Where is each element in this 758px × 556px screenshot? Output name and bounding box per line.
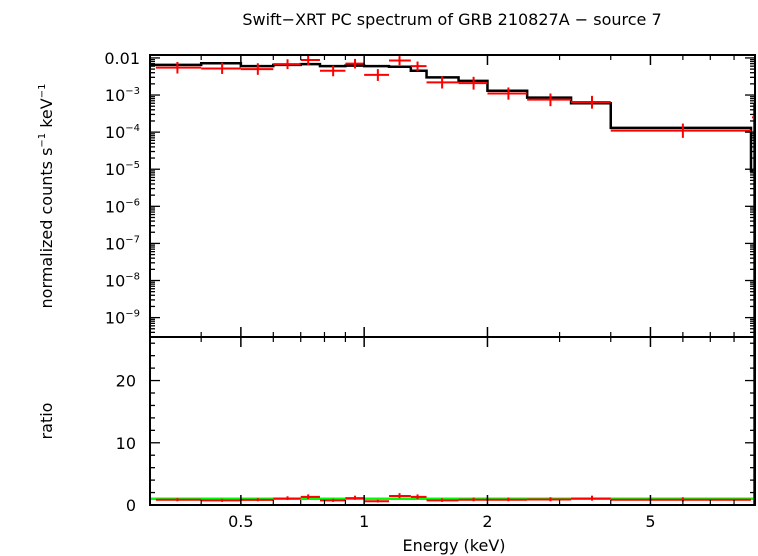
chart-title: Swift−XRT PC spectrum of GRB 210827A − s… xyxy=(242,10,661,29)
spectrum-data-point xyxy=(273,59,301,70)
spectrum-panel xyxy=(150,55,756,337)
y-tick-label: 10−7 xyxy=(105,234,140,253)
y-tick-label: 10−8 xyxy=(105,272,140,291)
spectrum-data-point xyxy=(364,69,390,81)
spectrum-data-point xyxy=(487,87,528,100)
x-tick-label: 1 xyxy=(359,512,369,531)
ratio-data-point xyxy=(364,499,390,503)
spectrum-data-point xyxy=(201,62,241,74)
y-tick-label: 10−3 xyxy=(105,86,140,105)
spectrum-data-point xyxy=(410,61,427,72)
ratio-data-point xyxy=(345,495,365,500)
ratio-data-point xyxy=(571,495,611,501)
spectrum-data-point xyxy=(458,76,488,90)
y-tick-label: 0 xyxy=(126,496,136,515)
ratio-data-point xyxy=(201,498,241,502)
x-tick-label: 0.5 xyxy=(228,512,253,531)
ratio-data-point xyxy=(487,497,528,502)
y-tick-label: 10−6 xyxy=(105,197,140,216)
x-axis-label: Energy (keV) xyxy=(402,536,505,555)
ratio-data-point xyxy=(426,498,459,502)
x-tick-label: 2 xyxy=(482,512,492,531)
ratio-panel xyxy=(150,336,756,505)
spectrum-data-point xyxy=(345,58,365,69)
ratio-data-point xyxy=(527,497,572,502)
model-step-line xyxy=(150,61,755,173)
y-tick-label: 20 xyxy=(116,372,136,391)
ratio-data-point xyxy=(300,494,320,500)
y-tick-label: 10−9 xyxy=(105,309,140,328)
ratio-panel-frame xyxy=(149,336,756,506)
y-tick-label: 10−5 xyxy=(105,160,140,179)
ratio-data-point xyxy=(410,494,427,500)
x-tick-label: 5 xyxy=(645,512,655,531)
spectrum-data-point xyxy=(300,55,320,66)
ratio-data-point xyxy=(273,496,301,501)
ratio-data-point xyxy=(240,498,274,502)
spectrum-data-point xyxy=(571,95,611,109)
y-tick-label: 10 xyxy=(116,434,136,453)
ratio-y-axis-label: ratio xyxy=(37,403,56,440)
spectrum-data-point xyxy=(527,93,572,107)
spectrum-data-point xyxy=(240,63,274,75)
ratio-data-point xyxy=(458,497,488,502)
spectrum-data-point xyxy=(426,76,459,89)
ratio-data-point xyxy=(389,493,411,499)
spectrum-panel-frame xyxy=(149,54,756,338)
spectrum-data-point xyxy=(610,123,752,138)
y-tick-label: 10−4 xyxy=(105,123,140,142)
ratio-data-point xyxy=(155,498,202,502)
spectrum-data-point xyxy=(389,56,411,66)
spectrum-y-axis-label: normalized counts s−1 keV−1 xyxy=(37,84,56,309)
spectrum-data-point xyxy=(155,61,202,74)
y-tick-label: 0.01 xyxy=(104,49,140,68)
spectrum-data-point xyxy=(319,65,346,77)
